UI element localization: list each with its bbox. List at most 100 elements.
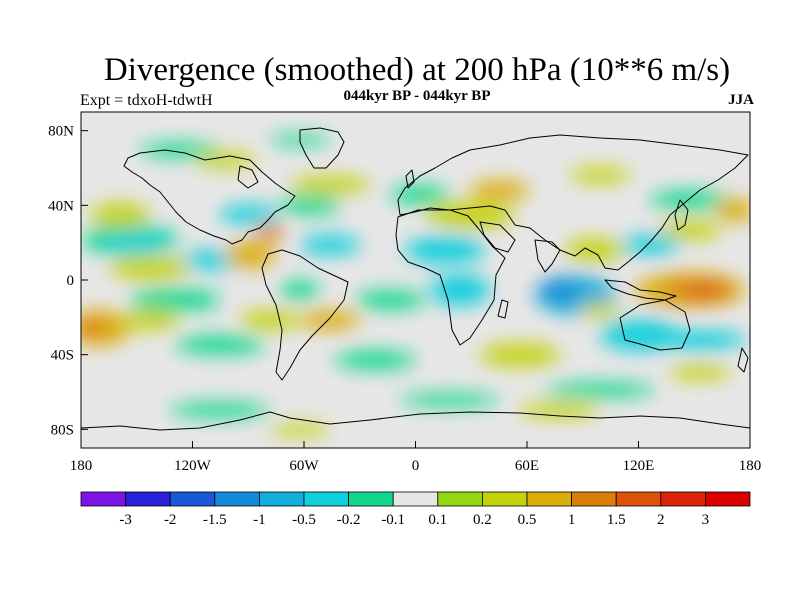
colorbar-label: -0.1 bbox=[381, 512, 405, 528]
coastline-india bbox=[534, 239, 561, 273]
colorbar-label: 0.2 bbox=[473, 512, 492, 528]
field-patch bbox=[355, 290, 425, 310]
map-panel: 80N 40N 0 40S 80S 180 120W 60W 0 60E 120E 180 bbox=[48, 111, 762, 474]
field-patch bbox=[300, 235, 360, 255]
field-patch bbox=[81, 318, 106, 338]
field-patch bbox=[400, 393, 500, 407]
lat-tick-label: 40N bbox=[48, 198, 74, 214]
colorbar-label: -0.2 bbox=[337, 512, 361, 528]
coastline-south-america bbox=[261, 249, 349, 381]
colorbar-swatch bbox=[660, 491, 706, 507]
lon-tick-label: 180 bbox=[70, 458, 93, 474]
colorbar-label: -2 bbox=[164, 512, 177, 528]
lat-tick-label: 40S bbox=[51, 348, 74, 364]
field-shading bbox=[81, 134, 750, 436]
field-patch bbox=[255, 224, 285, 240]
season-label: JJA bbox=[728, 92, 754, 108]
lon-tick-label: 60E bbox=[515, 458, 539, 474]
field-patch bbox=[570, 167, 630, 183]
colorbar-swatch bbox=[258, 491, 305, 507]
field-patch bbox=[120, 310, 180, 330]
colorbar-swatch bbox=[214, 491, 260, 507]
field-patch bbox=[470, 180, 530, 200]
field-patch bbox=[195, 152, 255, 168]
colorbar-swatch bbox=[615, 491, 662, 507]
coastline-australia bbox=[619, 299, 691, 351]
field-patch bbox=[650, 190, 730, 210]
lat-tick-label: 0 bbox=[67, 273, 75, 289]
field-patch bbox=[430, 274, 490, 306]
colorbar: -3 -2 -1.5 -1 -0.5 -0.2 -0.1 0.1 0.2 0.5 1 1.5 2 3 bbox=[80, 491, 751, 528]
colorbar-swatch bbox=[125, 491, 171, 507]
field-patch bbox=[620, 235, 680, 255]
colorbar-swatch bbox=[705, 491, 751, 507]
lon-tick-label: 0 bbox=[412, 458, 420, 474]
field-patch bbox=[101, 234, 169, 252]
field-patch bbox=[225, 241, 275, 269]
field-patch bbox=[538, 278, 582, 302]
lon-tick-label: 180 bbox=[739, 458, 762, 474]
field-patch bbox=[565, 238, 625, 262]
colorbar-label: -1 bbox=[253, 512, 266, 528]
field-patch bbox=[425, 201, 515, 229]
divergence-field bbox=[81, 127, 750, 436]
coastline-europe-asia bbox=[397, 134, 749, 271]
longitude-axis: 180 120W 60W 0 60E 120E 180 bbox=[70, 441, 762, 474]
colorbar-label: -1.5 bbox=[203, 512, 227, 528]
colorbar-swatch bbox=[526, 491, 572, 507]
lon-tick-label: 60W bbox=[289, 458, 319, 474]
coastline-arabia bbox=[479, 221, 516, 253]
colorbar-swatch bbox=[392, 491, 439, 507]
colorbar-label: 1.5 bbox=[607, 512, 626, 528]
field-patch bbox=[390, 185, 450, 205]
field-patch bbox=[130, 288, 220, 312]
field-patch bbox=[715, 198, 750, 222]
colorbar-swatch bbox=[437, 491, 483, 507]
field-patch bbox=[670, 364, 730, 380]
figure-title: Divergence (smoothed) at 200 hPa (10**6 … bbox=[103, 52, 731, 88]
coastline-japan bbox=[674, 199, 689, 231]
colorbar-label: -0.5 bbox=[292, 512, 316, 528]
field-patch bbox=[300, 310, 360, 330]
coastline-north-america bbox=[123, 149, 296, 245]
lon-tick-label: 120E bbox=[623, 458, 655, 474]
colorbar-label: -3 bbox=[119, 512, 132, 528]
field-patch bbox=[240, 310, 300, 330]
colorbar-swatch bbox=[348, 491, 394, 507]
coastline-madagascar bbox=[497, 299, 509, 319]
coastline-hudson-bay bbox=[237, 165, 259, 189]
colorbar-label: 1 bbox=[568, 512, 576, 528]
field-patch bbox=[290, 176, 370, 194]
coastline-uk bbox=[405, 169, 415, 189]
colorbar-label: 0.5 bbox=[518, 512, 537, 528]
coastline-antarctica bbox=[81, 411, 750, 431]
field-patch bbox=[280, 280, 320, 300]
field-patch bbox=[90, 203, 150, 227]
coastline-indonesia bbox=[604, 279, 677, 301]
coastline-africa bbox=[395, 209, 506, 346]
colorbar-swatch bbox=[481, 491, 528, 507]
lat-tick-label: 80S bbox=[51, 422, 74, 438]
field-patch bbox=[110, 256, 190, 280]
colorbar-label: 3 bbox=[702, 512, 710, 528]
field-patch bbox=[689, 286, 721, 298]
experiment-label: Expt = tdxoH-tdwtH bbox=[80, 92, 213, 109]
figure-subtitle: 044kyr BP - 044kyr BP bbox=[343, 88, 491, 104]
field-patch bbox=[480, 343, 560, 367]
lat-tick-label: 80N bbox=[48, 124, 74, 140]
field-patch bbox=[170, 402, 270, 418]
field-patch bbox=[335, 350, 415, 370]
field-patch bbox=[405, 236, 485, 264]
colorbar-label: 2 bbox=[657, 512, 665, 528]
coastline-greenland bbox=[299, 127, 345, 169]
field-patch bbox=[280, 195, 340, 215]
field-patch bbox=[580, 302, 620, 318]
colorbar-swatch bbox=[80, 491, 126, 507]
colorbar-swatch bbox=[303, 491, 349, 507]
latitude-axis: 80N 40N 0 40S 80S bbox=[48, 124, 88, 438]
field-patch bbox=[655, 330, 745, 350]
colorbar-swatch bbox=[169, 491, 216, 507]
field-patch bbox=[220, 205, 280, 225]
field-patch bbox=[545, 382, 655, 398]
